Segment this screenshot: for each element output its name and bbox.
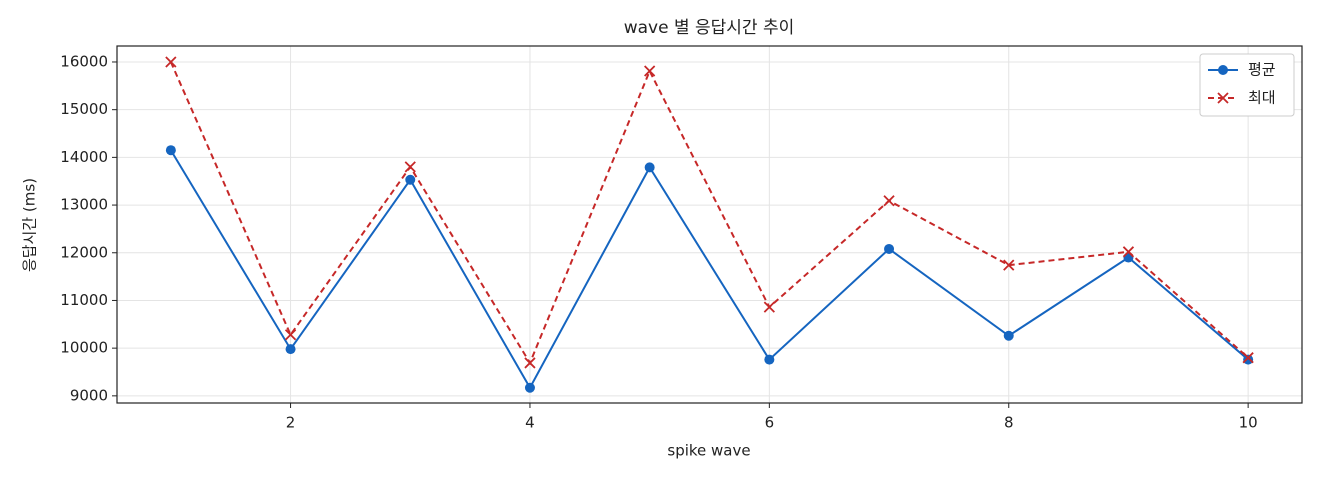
point [284, 329, 297, 341]
point [1003, 330, 1014, 341]
y-tick-label: 13000 [60, 196, 108, 214]
point [644, 162, 655, 173]
y-tick-label: 15000 [60, 100, 108, 118]
legend-box [1199, 53, 1295, 117]
point [404, 161, 416, 173]
legend-label: 최대 [1248, 89, 1276, 107]
point [883, 195, 895, 207]
y-tick-label: 16000 [60, 52, 108, 70]
x-tick-label: 2 [286, 414, 296, 432]
point [884, 243, 895, 254]
y-axis-label: 응답시간 (ms) [21, 178, 39, 272]
point [165, 145, 176, 156]
x-tick-label: 4 [525, 414, 535, 432]
y-tick-label: 12000 [60, 243, 108, 261]
point [764, 354, 775, 365]
point [165, 56, 177, 68]
chart-title: wave 별 응답시간 추이 [624, 18, 795, 38]
point [1003, 259, 1015, 271]
line [169, 61, 1249, 366]
legend-marker [1217, 92, 1229, 104]
x-axis-label: spike wave [667, 442, 750, 460]
point [524, 357, 536, 369]
point [644, 65, 656, 77]
x-tick-label: 6 [765, 414, 775, 432]
x-tick-label: 10 [1239, 414, 1258, 432]
point [1243, 354, 1254, 365]
y-tick-label: 9000 [70, 386, 108, 404]
y-tick-label: 10000 [60, 339, 108, 357]
point [1242, 352, 1254, 364]
line [170, 149, 1249, 390]
point [524, 382, 535, 393]
legend-marker [1218, 65, 1228, 75]
point [285, 344, 296, 355]
y-tick-label: 11000 [60, 291, 108, 309]
point [763, 301, 775, 313]
point [1122, 246, 1135, 258]
point [405, 174, 416, 185]
y-tick-label: 14000 [60, 148, 108, 166]
legend-label: 평균 [1248, 61, 1276, 79]
x-tick-label: 8 [1004, 414, 1014, 432]
plot-frame [116, 45, 1303, 404]
